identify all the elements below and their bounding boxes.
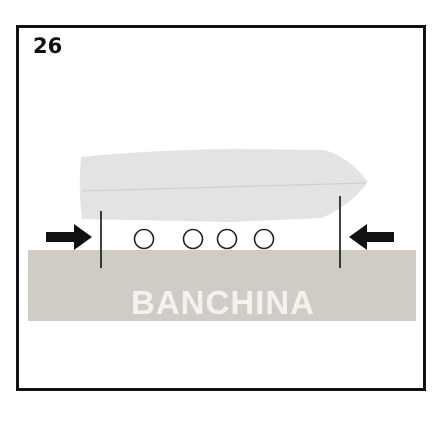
- boat-hull: [79, 149, 368, 222]
- dock-label: BANCHINA: [131, 284, 315, 321]
- fender: [133, 228, 155, 250]
- right-arrow-icon: [46, 224, 92, 250]
- fender: [216, 228, 238, 250]
- fender: [182, 228, 204, 250]
- fender: [253, 228, 275, 250]
- left-arrow-icon: [349, 224, 394, 250]
- step-number: 26: [33, 34, 63, 58]
- dock-quay: [28, 250, 416, 321]
